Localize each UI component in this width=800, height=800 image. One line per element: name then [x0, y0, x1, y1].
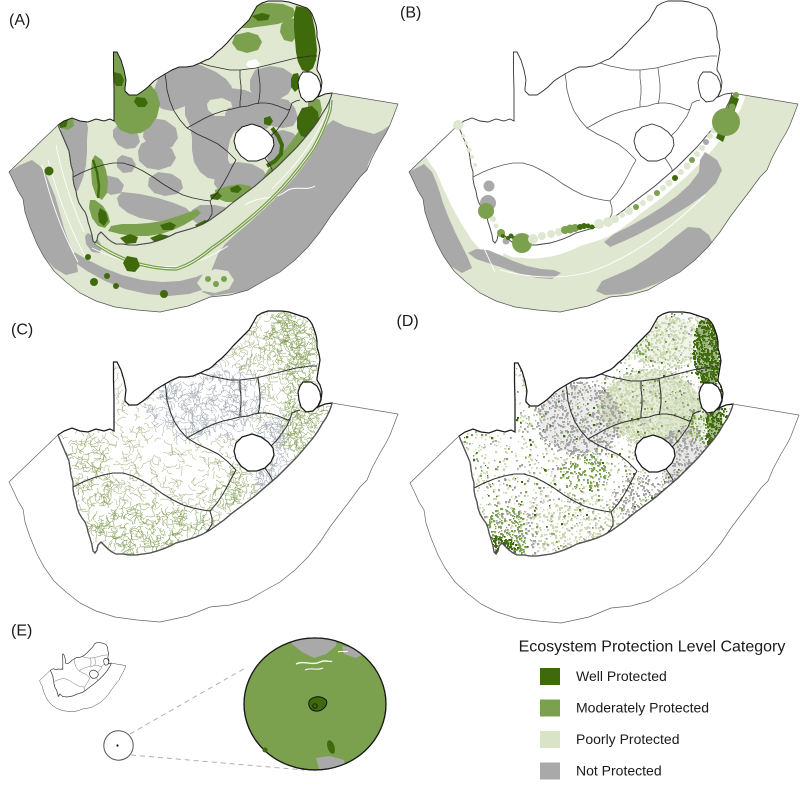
svg-text:Not Protected: Not Protected: [576, 763, 662, 779]
svg-text:Well Protected: Well Protected: [576, 668, 667, 684]
svg-text:(D): (D): [397, 313, 419, 330]
svg-text:Poorly Protected: Poorly Protected: [576, 731, 680, 747]
svg-text:(A): (A): [9, 12, 30, 29]
svg-text:Moderately Protected: Moderately Protected: [576, 700, 709, 716]
svg-text:Ecosystem Protection Level Cat: Ecosystem Protection Level Category: [519, 639, 786, 656]
svg-text:(C): (C): [11, 322, 33, 339]
svg-text:(B): (B): [400, 5, 421, 22]
svg-text:(E): (E): [11, 623, 32, 640]
